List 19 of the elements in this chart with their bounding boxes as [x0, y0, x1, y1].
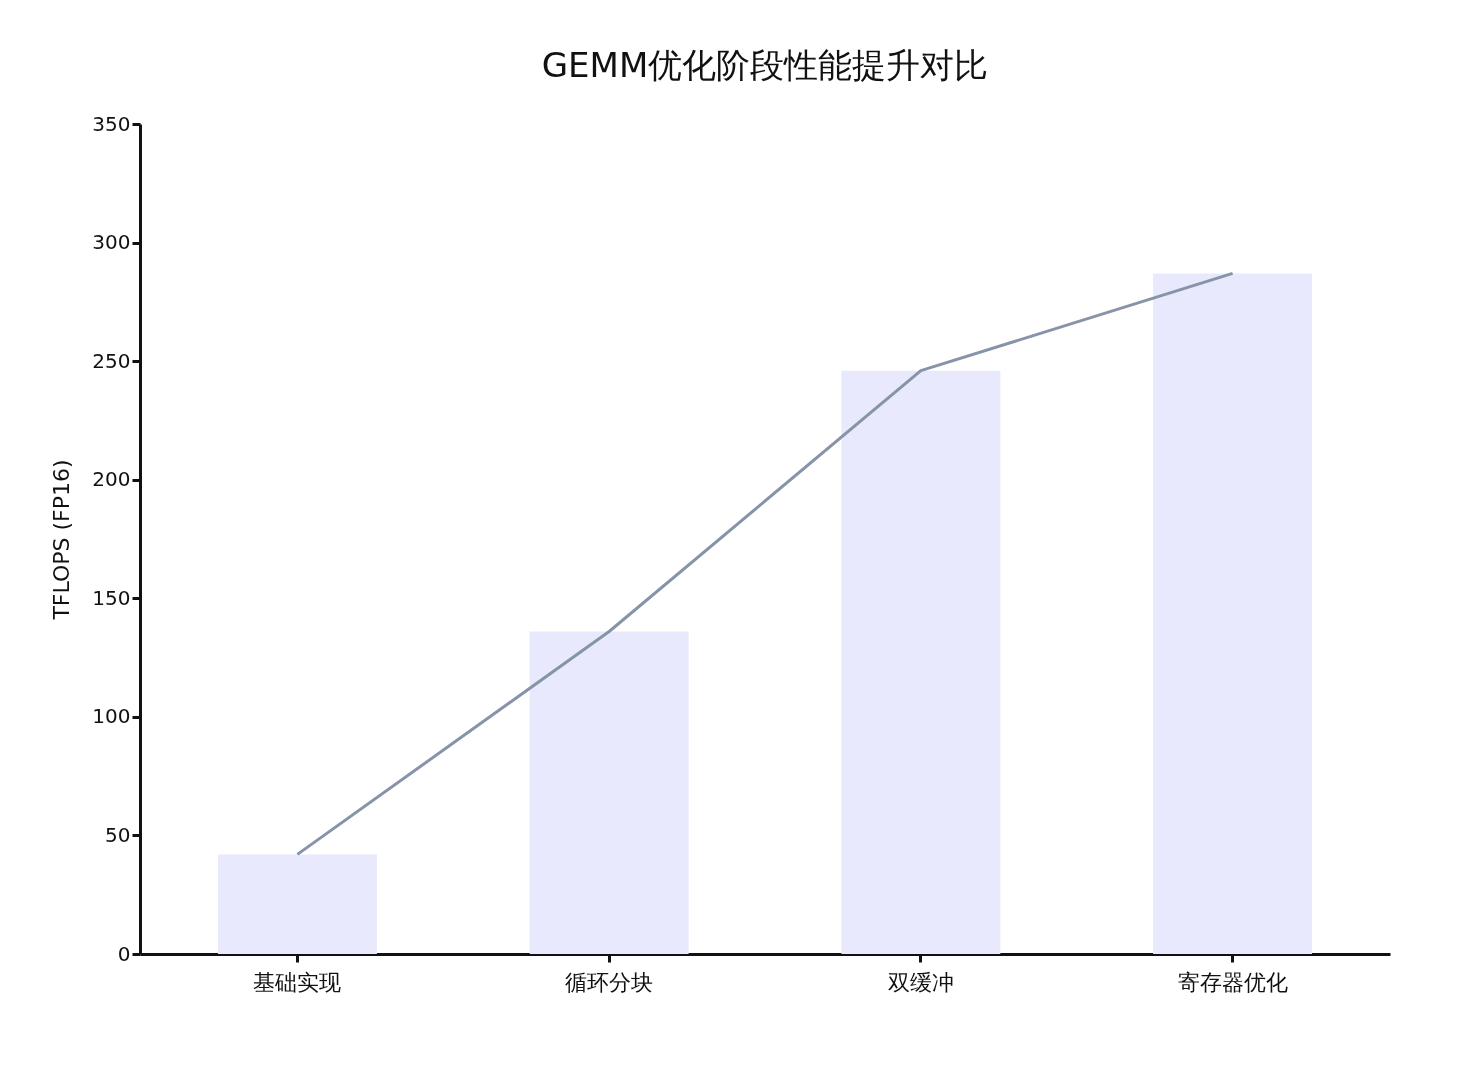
y-tick-label: 150 — [92, 585, 131, 610]
bar — [1153, 273, 1313, 954]
chart-title: GEMM优化阶段性能提升对比 — [541, 45, 989, 85]
x-tick-label: 寄存器优化 — [1177, 969, 1288, 995]
y-tick-label: 350 — [92, 111, 131, 136]
bar — [841, 370, 1001, 954]
y-axis-title: TFLOPS (FP16) — [49, 459, 75, 621]
bar — [529, 631, 689, 954]
y-tick-label: 250 — [92, 348, 131, 373]
y-tick-label: 0 — [117, 941, 131, 966]
y-tick-label: 300 — [92, 230, 131, 255]
y-tick-label: 50 — [105, 822, 131, 847]
x-tick-label: 基础实现 — [253, 969, 342, 995]
y-tick-label: 200 — [92, 467, 131, 492]
x-tick-label: 循环分块 — [565, 969, 654, 995]
x-tick-label: 双缓冲 — [887, 969, 954, 995]
line-series — [295, 271, 1235, 856]
y-tick-label: 100 — [92, 704, 131, 729]
bar — [217, 854, 377, 954]
